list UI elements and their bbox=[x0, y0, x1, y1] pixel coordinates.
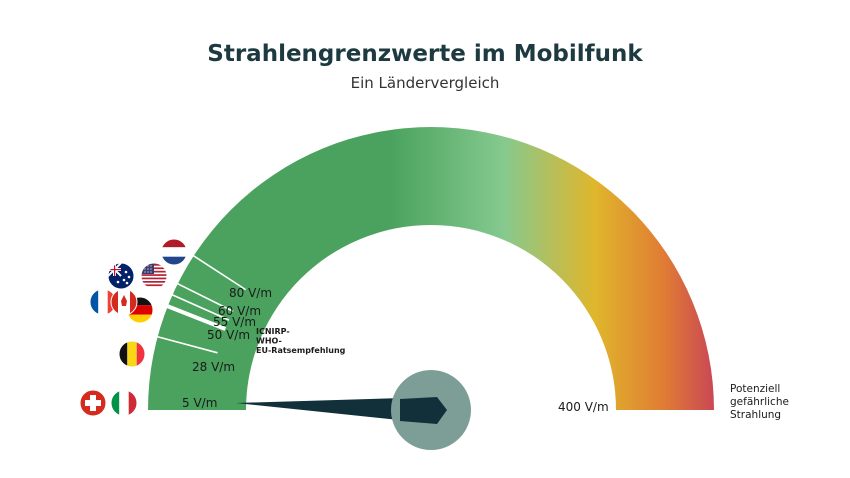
chart-subtitle: Ein Ländervergleich bbox=[351, 74, 500, 92]
marker-note-line-2: WHO- bbox=[256, 337, 282, 346]
end-label: 400 V/m bbox=[558, 400, 609, 414]
flag-belgium-icon bbox=[118, 340, 146, 368]
marker-line-55 bbox=[171, 293, 230, 321]
marker-label-5: 5 V/m bbox=[182, 396, 217, 410]
marker-line-28 bbox=[156, 335, 218, 354]
end-note-line-3: Strahlung bbox=[730, 409, 781, 421]
flag-italy-icon bbox=[110, 389, 138, 417]
end-note-line-1: Potenziell bbox=[730, 383, 780, 395]
marker-label-60: 60 V/m bbox=[218, 304, 261, 318]
marker-line-50 bbox=[166, 304, 227, 331]
marker-layer: 5 V/m 28 V/m 50 V/m ICNIRP-WHO-EU-Ratsempfe… bbox=[156, 254, 346, 410]
chart-title: Strahlengrenzwerte im Mobilfunk bbox=[207, 41, 643, 67]
marker-label-28: 28 V/m bbox=[192, 360, 235, 374]
flag-australia-icon bbox=[107, 262, 135, 290]
marker-label-55: 55 V/m bbox=[213, 315, 256, 329]
flag-usa-icon bbox=[140, 262, 168, 290]
end-note-line-2: gefährliche bbox=[730, 396, 789, 408]
flag-canada-icon bbox=[110, 288, 138, 316]
gauge-arc bbox=[148, 127, 714, 410]
flag-netherlands-icon bbox=[160, 238, 188, 266]
flag-switzerland-icon bbox=[79, 389, 107, 417]
marker-label-50: 50 V/m bbox=[207, 328, 250, 342]
marker-note-line-3: EU-Ratsempfehlung bbox=[256, 346, 346, 355]
marker-note-line-1: ICNIRP- bbox=[256, 327, 290, 336]
marker-line-60 bbox=[176, 282, 234, 313]
needle-tip bbox=[400, 397, 447, 424]
marker-line-80 bbox=[192, 254, 247, 291]
marker-label-80: 80 V/m bbox=[229, 286, 272, 300]
